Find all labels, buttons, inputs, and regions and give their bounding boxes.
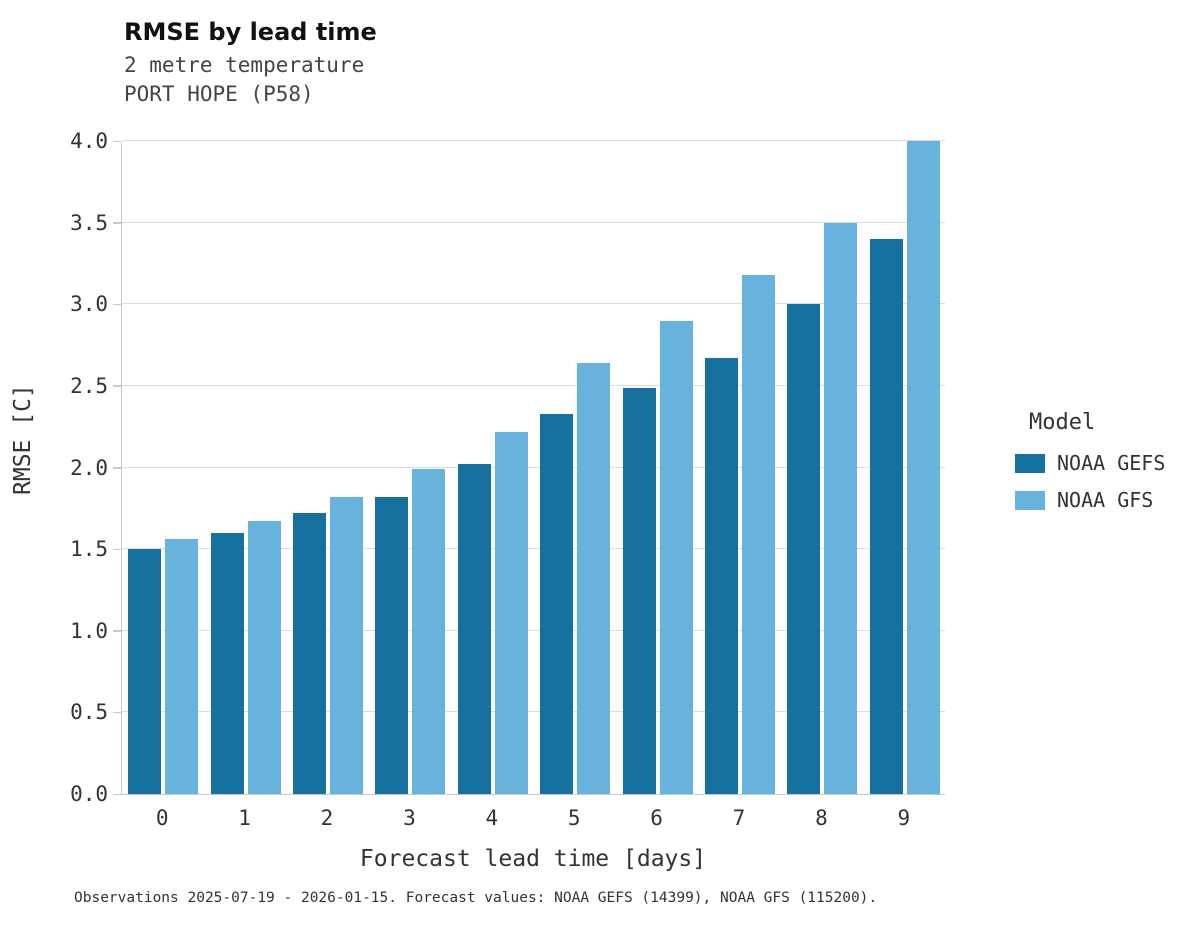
x-axis-label: Forecast lead time [days] [359, 846, 707, 872]
bar-noaa-gefs-lead-6 [622, 387, 656, 794]
bar-noaa-gefs-lead-9 [869, 238, 903, 794]
bar-noaa-gefs-lead-4 [457, 464, 491, 794]
y-tick-label: 0.5 [70, 700, 108, 725]
legend-title: Model [1029, 410, 1096, 435]
x-tick-label: 5 [567, 806, 581, 830]
footnote: Observations 2025-07-19 - 2026-01-15. Fo… [74, 890, 878, 906]
x-tick-label: 4 [485, 806, 499, 830]
chart-title: RMSE by lead time [124, 18, 377, 46]
x-tick-label: 9 [897, 806, 911, 830]
bar-noaa-gefs-lead-3 [375, 496, 409, 794]
legend-label: NOAA GFS [1057, 488, 1154, 512]
legend-label: NOAA GEFS [1057, 451, 1166, 475]
y-tick-mark [113, 630, 121, 632]
gridline [122, 711, 945, 713]
y-tick-mark [113, 711, 121, 714]
gridline [122, 303, 945, 305]
y-tick-mark [113, 222, 121, 224]
bar-noaa-gefs-lead-8 [787, 304, 821, 794]
gridline [122, 384, 945, 386]
chart-subtitle-variable: 2 metre temperature [124, 53, 365, 77]
y-tick-mark [113, 548, 121, 551]
bar-noaa-gfs-lead-1 [247, 521, 281, 794]
bar-noaa-gfs-lead-2 [330, 496, 363, 794]
bar-noaa-gefs-lead-7 [705, 358, 738, 794]
gridline [122, 140, 945, 141]
legend-items: NOAA GEFS NOAA GFS [1015, 451, 1185, 512]
y-tick-label: 3.0 [70, 292, 108, 317]
legend: Model NOAA GEFS NOAA GFS [1015, 410, 1185, 525]
y-tick-mark [113, 793, 121, 795]
bar-noaa-gefs-lead-5 [540, 413, 574, 794]
bar-noaa-gefs-lead-0 [128, 549, 162, 794]
legend-swatch [1015, 453, 1045, 473]
legend-item-noaa-gefs: NOAA GEFS [1015, 451, 1185, 475]
y-tick-mark [113, 385, 121, 387]
legend-item-noaa-gfs: NOAA GFS [1015, 488, 1185, 512]
y-tick-label: 3.5 [70, 210, 108, 235]
x-axis-tick-labels: 0 1 2 3 4 5 6 7 8 9 [121, 806, 945, 836]
legend-swatch [1015, 490, 1045, 510]
bar-noaa-gfs-lead-5 [577, 363, 611, 794]
y-axis-tick-marks [113, 140, 121, 795]
y-tick-label: 2.5 [70, 373, 108, 398]
x-tick-label: 6 [650, 806, 663, 830]
bar-noaa-gfs-lead-0 [165, 539, 199, 794]
x-tick-label: 7 [732, 806, 746, 830]
x-tick-label: 0 [155, 806, 169, 830]
bar-noaa-gefs-lead-2 [293, 513, 326, 794]
y-tick-mark [113, 303, 121, 306]
chart-subtitle-station: PORT HOPE (P58) [124, 82, 314, 106]
bar-noaa-gfs-lead-9 [906, 141, 940, 794]
bar-noaa-gefs-lead-1 [210, 532, 244, 794]
gridline [122, 221, 945, 223]
x-tick-label: 3 [403, 806, 416, 830]
x-tick-label: 1 [238, 806, 251, 830]
y-tick-mark [113, 140, 121, 142]
gridline [122, 466, 945, 468]
y-tick-label: 2.0 [70, 455, 108, 480]
bar-noaa-gfs-lead-7 [742, 274, 775, 794]
y-tick-label: 4.0 [70, 129, 108, 153]
x-tick-label: 8 [815, 806, 828, 830]
plot-area [121, 140, 945, 795]
gridline [122, 629, 945, 631]
y-tick-label: 1.0 [70, 618, 108, 643]
y-tick-label: 0.0 [70, 782, 108, 806]
gridline [122, 548, 945, 550]
bar-noaa-gfs-lead-6 [659, 320, 693, 794]
bar-noaa-gfs-lead-8 [824, 222, 858, 794]
x-tick-label: 2 [320, 806, 334, 830]
bar-noaa-gfs-lead-4 [494, 431, 528, 794]
y-tick-mark [113, 467, 121, 469]
y-axis-tick-labels: 0.0 0.5 1.0 1.5 2.0 2.5 3.0 3.5 4.0 [0, 131, 108, 805]
bar-noaa-gfs-lead-3 [412, 469, 446, 794]
y-tick-label: 1.5 [70, 537, 108, 562]
